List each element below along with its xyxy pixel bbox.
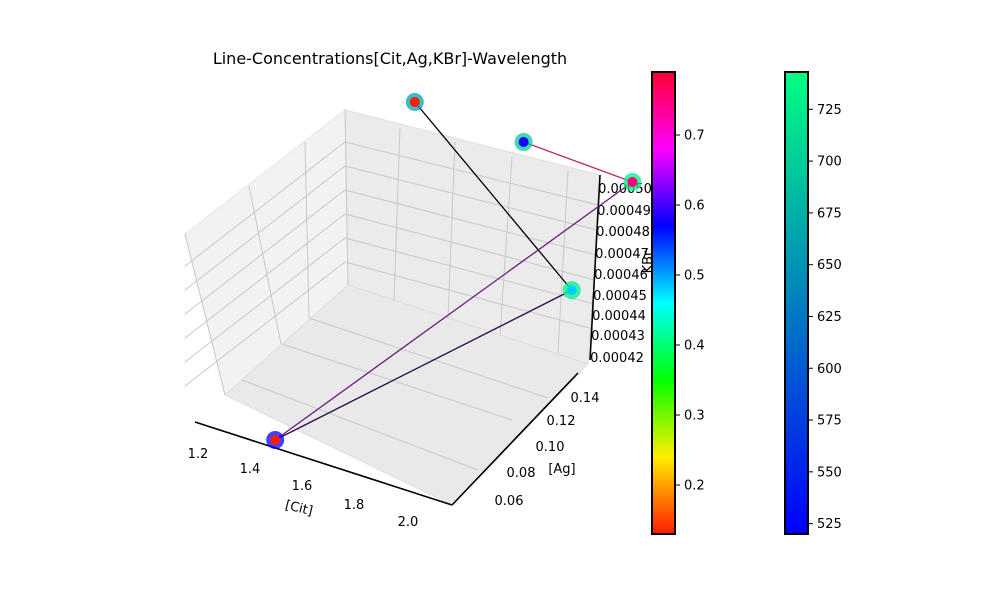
y-tick-group: 0.06 0.080.10 0.12 0.14 [495,391,600,509]
grid-line [499,156,513,336]
grid-line [304,141,310,319]
grid-line [184,237,346,363]
z-tick-label: 0.00043 [591,329,645,344]
grid-line [344,237,595,305]
z-tick-label: 0.00045 [593,289,647,304]
connector-line [523,141,633,183]
z-tick-label: 0.00042 [590,351,644,366]
point-inner-marker [518,137,529,147]
y-axis-line [451,372,579,506]
z-tick-label: 0.00048 [596,225,650,240]
colorbar-tick-label: 525 [817,517,842,532]
z-tick-label: 0.00049 [597,204,651,219]
colorbar-tick-label: 550 [817,465,842,480]
colorbar-tick-label: 600 [817,362,842,377]
grid-line [308,317,549,399]
connector-line [414,101,573,291]
colorbar-inner [651,71,676,535]
grid-line [184,165,346,291]
connector-line [274,289,573,441]
y-axis-label: [Ag] [548,462,575,477]
grid-line [184,213,346,339]
grid-line [557,170,569,354]
point-inner-marker [627,177,638,187]
z-tick-label: 0.00046 [594,268,648,283]
point-inner-marker [566,285,577,296]
x-axis-line [194,421,453,506]
connector-lines [274,101,633,441]
floor-pane [224,284,589,506]
grid-line [393,127,401,302]
grid-line [344,189,597,256]
colorbar-tick-label: 625 [817,310,842,325]
y-tick-label: 0.14 [571,391,600,406]
grid-line [447,141,456,319]
grid-line [344,109,349,286]
point-inner-marker [270,435,281,445]
x-tick-label: 1.4 [240,462,261,477]
z-tick-group: 0.00042 0.00043 0.00044 0.00045 0.00046 0.000… [590,182,652,366]
grid-line [344,261,594,330]
colorbar-tick-label: 0.2 [684,479,705,494]
grid-line [281,343,513,421]
chart-title: Line-Concentrations[Cit,Ag,KBr]-Waveleng… [213,49,567,68]
point-inner-marker [409,97,420,107]
colorbar-inner-ticks: 0.2 0.3 0.4 0.5 0.6 0.7 [675,129,705,494]
x-axis-label: [Cit] [283,498,314,519]
colorbar-tick-label: 700 [817,155,842,170]
colorbar-outer [784,71,809,535]
y-tick-label: 0.12 [547,414,576,429]
x-tick-label: 1.8 [344,498,365,513]
y-tick-label: 0.10 [536,440,565,455]
colorbar-tick-label: 0.6 [684,199,705,214]
point-markers [266,93,642,449]
y-tick-label: 0.06 [495,494,524,509]
colorbar-tick-label: 575 [817,414,842,429]
grid-line [184,189,346,315]
colorbar-tick-label: 725 [817,103,842,118]
colorbar-tick-label: 0.7 [684,129,705,144]
x-tick-label: 1.2 [188,447,209,462]
z-tick-label: 0.00044 [592,309,646,324]
colorbar-tick-label: 0.4 [684,339,705,354]
grid-line [184,141,346,267]
colorbar-tick-label: 0.3 [684,409,705,424]
grid-line [184,261,346,387]
grid-line [344,165,598,231]
y-tick-label: 0.08 [507,466,536,481]
x-tick-group: 1.2 1.4 1.6 1.8 2.0 [188,447,419,530]
grid-line [241,379,479,471]
z-tick-label: 0.00047 [595,247,649,262]
colorbar-tick-label: 650 [817,258,842,273]
x-tick-label: 2.0 [398,515,419,530]
grid-line [344,141,599,206]
colorbar-tick-label: 675 [817,206,842,221]
connector-line [274,181,633,441]
colorbar-tick-label: 0.5 [684,269,705,284]
x-tick-label: 1.6 [292,479,313,494]
colorbar-outer-ticks: 525 550 575 600 625 650 675 700 725 [808,103,842,532]
grid-lines [184,109,599,471]
